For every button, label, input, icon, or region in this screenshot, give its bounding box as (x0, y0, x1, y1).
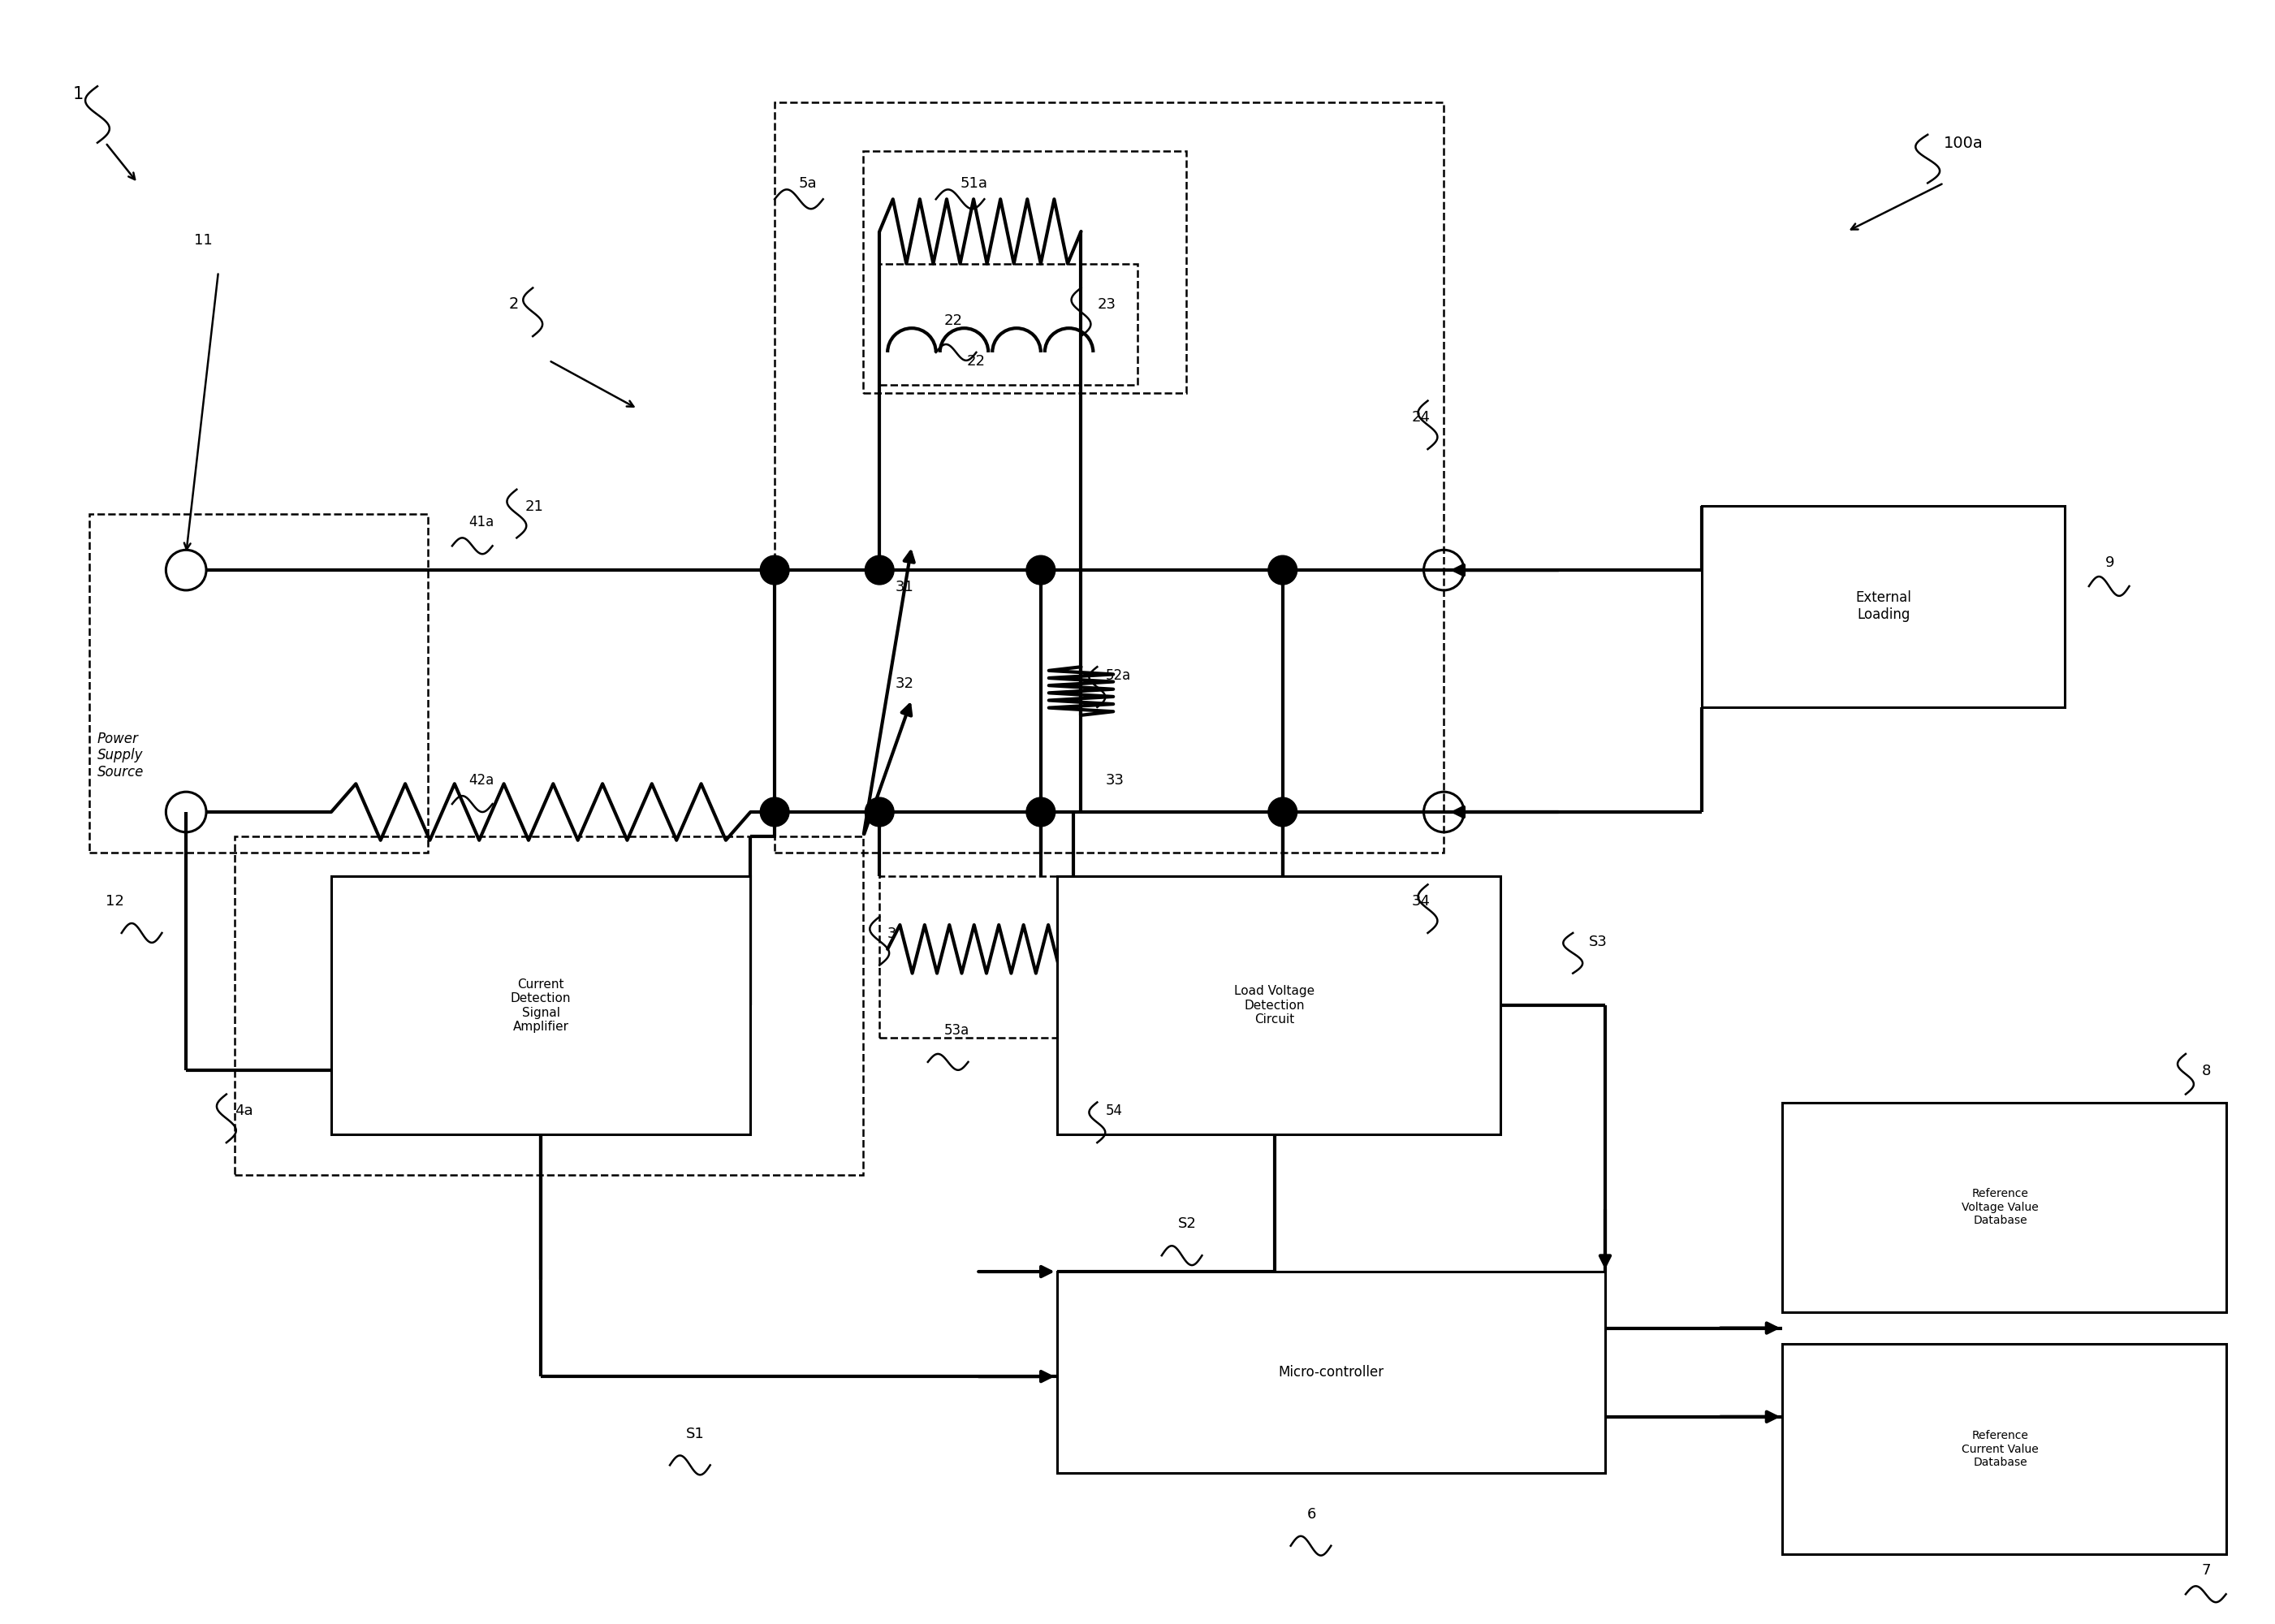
Text: 6: 6 (1306, 1507, 1315, 1522)
Bar (1702, 505, 2066, 706)
Text: 11: 11 (193, 232, 212, 247)
Text: 7: 7 (2202, 1564, 2211, 1579)
Text: Power
Supply
Source: Power Supply Source (98, 731, 143, 780)
Text: S1: S1 (687, 1426, 705, 1440)
Bar (880, 263, 1138, 385)
Text: S2: S2 (1178, 1216, 1197, 1231)
Text: Micro-controller: Micro-controller (1279, 1366, 1383, 1380)
Text: 32: 32 (896, 677, 915, 692)
Text: 9: 9 (2104, 555, 2113, 570)
Text: 4a: 4a (234, 1104, 253, 1119)
Circle shape (1026, 555, 1056, 585)
Text: 34: 34 (1410, 895, 1431, 909)
Text: External
Loading: External Loading (1856, 591, 1911, 622)
Text: S3: S3 (1588, 934, 1608, 948)
Bar (1784, 1103, 2225, 1312)
Circle shape (760, 555, 789, 585)
Text: 2: 2 (510, 297, 519, 312)
Text: 22: 22 (967, 354, 985, 369)
Text: 53a: 53a (944, 1023, 969, 1038)
Text: 5a: 5a (799, 177, 817, 192)
Bar (1058, 877, 1499, 1135)
Circle shape (1267, 555, 1297, 585)
Text: 41a: 41a (469, 515, 494, 529)
Bar (234, 836, 865, 1174)
Text: 23: 23 (1097, 297, 1115, 312)
Text: 8: 8 (2202, 1064, 2211, 1078)
Text: 12: 12 (105, 895, 125, 909)
Bar (332, 877, 751, 1135)
Circle shape (1267, 797, 1297, 827)
Text: Current
Detection
Signal
Amplifier: Current Detection Signal Amplifier (510, 978, 571, 1033)
Bar (89, 513, 428, 853)
Text: Reference
Current Value
Database: Reference Current Value Database (1961, 1431, 2038, 1468)
Text: 100a: 100a (1943, 135, 1984, 151)
Bar (1058, 1272, 1606, 1473)
Text: 51a: 51a (960, 177, 987, 192)
Bar (1784, 1345, 2225, 1554)
Text: 1: 1 (73, 86, 84, 102)
Bar (880, 877, 1128, 1038)
Text: 24: 24 (1410, 411, 1431, 425)
Text: Reference
Voltage Value
Database: Reference Voltage Value Database (1961, 1189, 2038, 1226)
Text: 52a: 52a (1106, 669, 1131, 684)
Text: 33: 33 (1106, 773, 1124, 788)
Bar (776, 102, 1445, 853)
Circle shape (760, 797, 789, 827)
Bar (864, 151, 1185, 393)
Text: 42a: 42a (469, 773, 494, 788)
Text: 54: 54 (1106, 1104, 1122, 1119)
Circle shape (864, 797, 894, 827)
Circle shape (864, 555, 894, 585)
Circle shape (1026, 797, 1056, 827)
Text: 21: 21 (526, 499, 544, 513)
Text: Load Voltage
Detection
Circuit: Load Voltage Detection Circuit (1235, 986, 1315, 1026)
Text: 31: 31 (896, 580, 915, 594)
Text: 3: 3 (887, 926, 896, 940)
Text: 22: 22 (944, 313, 962, 328)
